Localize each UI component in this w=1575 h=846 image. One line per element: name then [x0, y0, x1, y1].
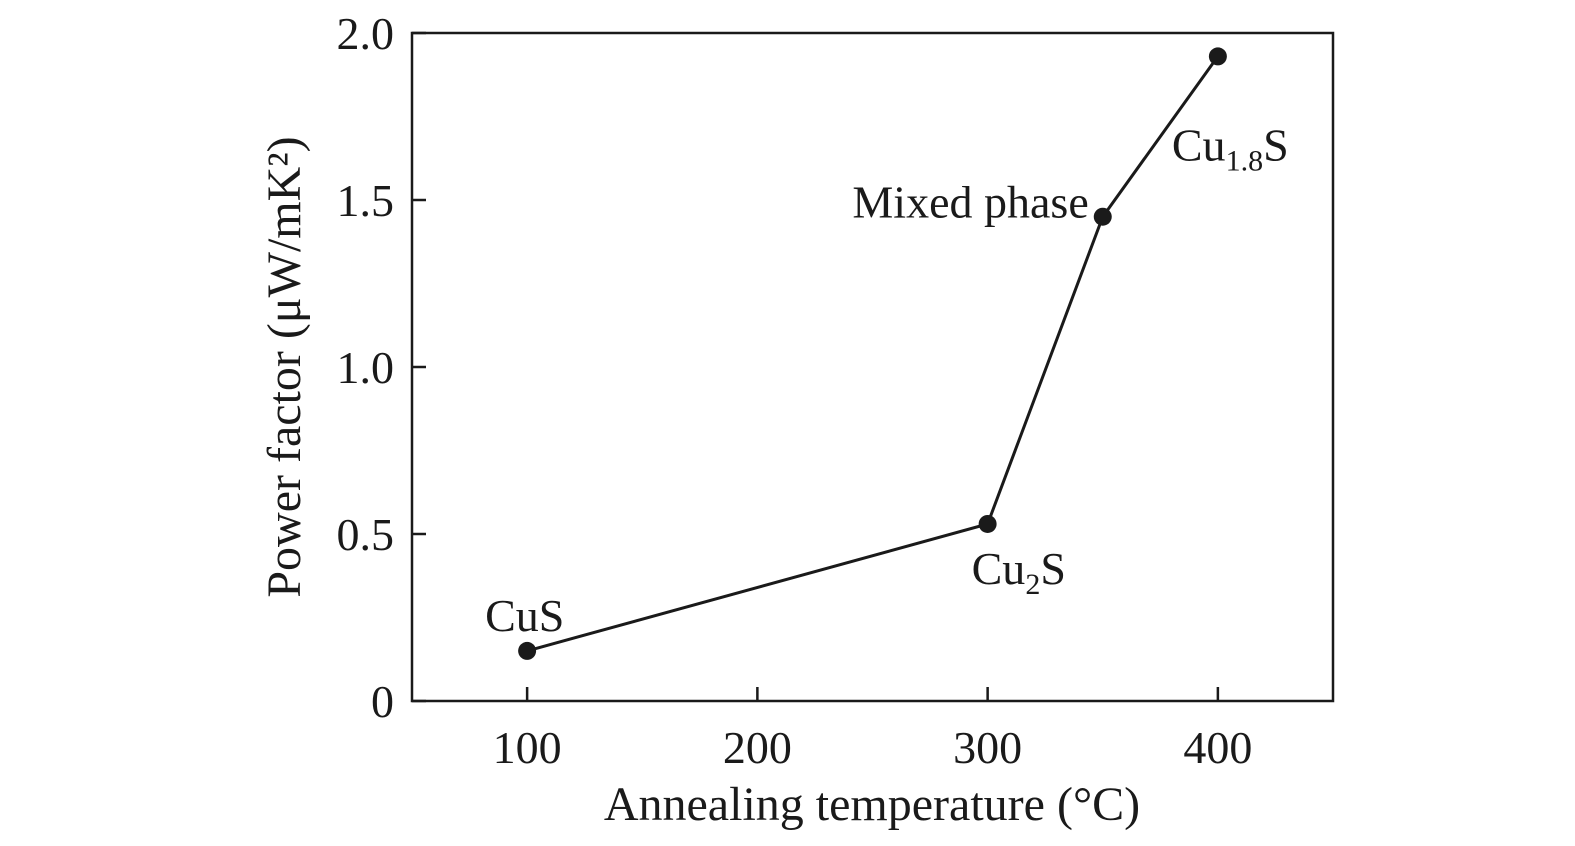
point-label-base: Cu [972, 543, 1026, 594]
data-point [518, 641, 537, 660]
point-label-base: Cu [1172, 119, 1226, 170]
series-line [526, 55, 1220, 653]
data-point [1093, 207, 1112, 226]
x-axis-label: Annealing temperature (°C) [604, 778, 1140, 831]
y-tick-label: 1.0 [337, 342, 395, 393]
x-tick-label: 400 [1183, 722, 1252, 773]
tick-marks [412, 31, 1220, 703]
point-label-base: CuS [485, 590, 564, 641]
data-point [1208, 47, 1227, 66]
y-tick-label: 0 [371, 676, 394, 727]
point-label-tail: S [1263, 119, 1289, 170]
data-point [978, 514, 997, 533]
point-label-subscript: 2 [1025, 568, 1040, 601]
point-label-tail: S [1040, 543, 1066, 594]
y-tick-label: 1.5 [337, 175, 395, 226]
point-label-base: Mixed phase [852, 177, 1088, 228]
data-markers [518, 47, 1227, 660]
point-label: Cu2S [972, 543, 1066, 601]
x-tick-label: 100 [493, 722, 562, 773]
y-tick-label: 2.0 [337, 8, 395, 59]
point-label: CuS [485, 590, 564, 641]
point-label: Mixed phase [852, 177, 1088, 228]
y-axis-label: Power factor (μW/mK²) [258, 136, 311, 597]
point-label: Cu1.8S [1172, 119, 1289, 177]
y-tick-label: 0.5 [337, 509, 395, 560]
x-tick-label: 300 [953, 722, 1022, 773]
point-label-subscript: 1.8 [1226, 144, 1264, 177]
x-tick-label: 200 [723, 722, 792, 773]
tick-labels: 100 200 300 400 0 0.5 1.0 1.5 2.0 [337, 8, 1253, 773]
